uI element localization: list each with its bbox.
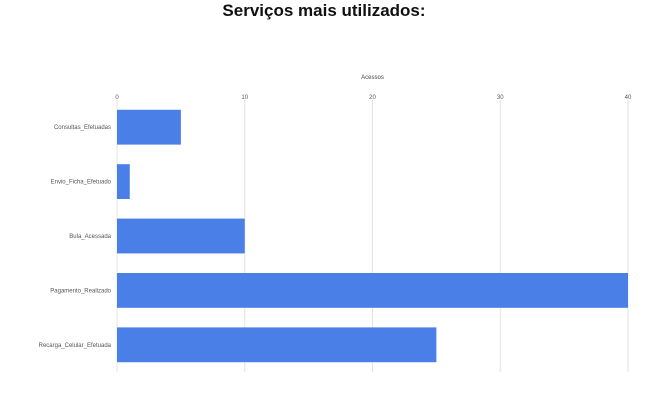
category-label: Envio_Ficha_Efetuado (51, 180, 112, 186)
x-tick-label: 30 (497, 95, 504, 101)
x-tick-label: 40 (625, 95, 632, 101)
category-label: Recarga_Celular_Efetuada (39, 343, 112, 349)
category-label: Bula_Acessada (69, 234, 111, 240)
x-axis-title: Acessos (361, 75, 384, 81)
x-tick-label: 20 (369, 95, 376, 101)
bar (117, 218, 245, 254)
x-tick-label: 0 (115, 95, 119, 101)
category-label: Consultas_Efetuadas (54, 125, 111, 131)
bar (117, 327, 437, 363)
category-label: Pagamento_Realizado (50, 288, 111, 294)
bar (117, 109, 181, 145)
bar (117, 164, 130, 200)
chart-title: Serviços mais utilizados: (222, 1, 426, 20)
x-tick-label: 10 (241, 95, 248, 101)
bar (117, 272, 628, 308)
